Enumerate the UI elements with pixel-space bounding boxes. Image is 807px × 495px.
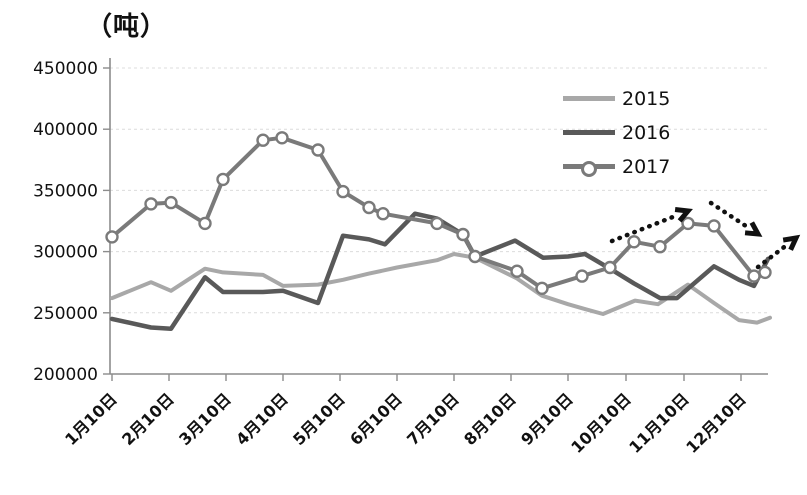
y-axis-label: 350000	[33, 181, 98, 201]
series-2017-marker	[336, 184, 350, 199]
series-2017-marker	[216, 172, 230, 187]
legend-label-2015: 2015	[622, 87, 671, 110]
y-axis-label: 450000	[33, 59, 98, 79]
trend-arrow-dotted-line	[755, 241, 791, 270]
x-axis-label: 5月10日	[289, 389, 349, 449]
series-2017-marker	[603, 260, 617, 275]
legend-marker-circle-icon	[581, 161, 597, 177]
legend-item-2016: 2016	[563, 120, 670, 145]
series-2017-marker	[456, 227, 470, 242]
x-axis-label: 6月10日	[346, 389, 406, 449]
series-2017-marker	[256, 133, 270, 147]
series-2017-marker	[198, 216, 212, 231]
trend-arrow-dotted-line	[708, 200, 752, 231]
y-axis-label: 400000	[33, 120, 98, 140]
series-2017-marker	[105, 230, 119, 244]
legend-swatch-2016-line	[563, 130, 615, 135]
series-2017-marker	[144, 197, 158, 211]
trend-arrow-head	[744, 221, 763, 237]
x-axis-label: 7月10日	[403, 389, 463, 449]
x-axis-label: 4月10日	[232, 389, 292, 449]
y-axis-label: 300000	[33, 243, 98, 263]
series-2017-marker	[376, 206, 390, 221]
y-axis-label: 200000	[33, 365, 98, 385]
legend-item-2015: 2015	[563, 86, 670, 111]
x-axis-label: 12月10日	[682, 389, 750, 457]
series-2017-marker	[758, 265, 772, 280]
series-2017-marker	[468, 249, 482, 264]
series-2017-marker	[575, 269, 589, 283]
x-axis-label: 10月10日	[567, 389, 635, 457]
series-2017-marker	[164, 195, 178, 210]
series-2015-line	[110, 252, 772, 325]
series-2017-marker	[430, 216, 444, 231]
series-2017-marker	[275, 131, 289, 145]
trend-arrow-head	[782, 234, 801, 251]
series-2017-marker	[510, 264, 524, 278]
legend-item-2017: 2017	[563, 154, 670, 179]
x-axis-label: 8月10日	[460, 389, 520, 449]
series-2017-marker	[707, 219, 721, 233]
series-2017-marker	[747, 269, 761, 283]
legend-label-2017: 2017	[622, 155, 671, 178]
series-2017-marker	[681, 216, 695, 231]
legend-swatch-2017-line-with-marker	[563, 161, 615, 177]
x-axis-label: 11月10日	[625, 389, 693, 457]
series-2017-marker	[311, 143, 325, 157]
series-2017-marker	[362, 200, 376, 215]
y-axis-label: 250000	[33, 304, 98, 324]
x-axis-label: 9月10日	[517, 389, 577, 449]
x-axis-label: 2月10日	[118, 389, 178, 449]
x-axis-label: 3月10日	[175, 389, 235, 449]
series-2017-marker	[653, 239, 667, 254]
trend-arrow-head	[674, 207, 693, 223]
chart-unit-title: （吨）	[86, 12, 168, 42]
x-axis-label: 1月10日	[61, 389, 121, 449]
series-2017-marker	[627, 235, 641, 249]
series-2017-marker	[535, 281, 549, 295]
legend: 2015 2016 2017	[563, 86, 670, 188]
legend-label-2016: 2016	[622, 121, 671, 144]
legend-swatch-2015-line	[563, 96, 615, 101]
